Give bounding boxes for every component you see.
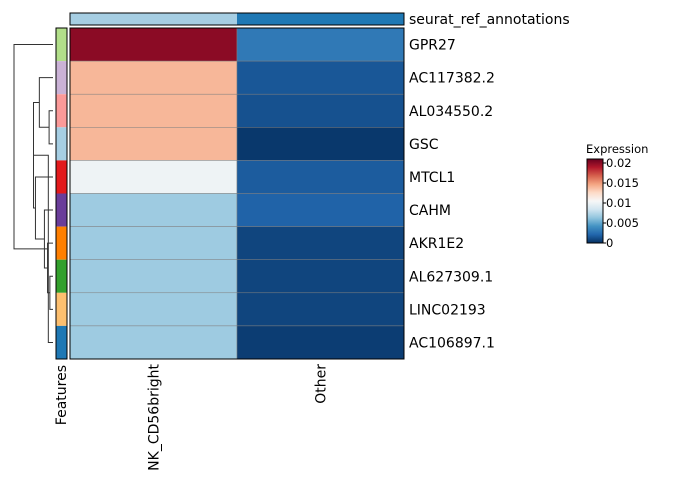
heatmap-cells — [69, 27, 405, 360]
heatmap-cell — [69, 325, 238, 360]
column-annotation-bar — [69, 12, 405, 26]
row-label: AC106897.1 — [409, 335, 495, 351]
row-labels: GPR27 AC117382.2 AL034550.2 GSC MTCL1 CAHM AKR… — [409, 38, 495, 352]
legend-tick-label: 0.005 — [606, 216, 639, 230]
row-annotation-cell — [56, 292, 67, 326]
legend-ticks: 0.02 0.015 0.01 0.005 0 — [603, 156, 639, 250]
heatmap-cell — [236, 160, 405, 194]
row-dendrogram — [13, 44, 53, 343]
dendrogram-branch — [49, 275, 53, 310]
heatmap-cell — [236, 27, 405, 62]
row-label: CAHM — [409, 203, 451, 219]
dendrogram-branch — [48, 110, 53, 145]
heatmap-cell — [236, 325, 405, 360]
heatmap-cell — [236, 259, 405, 294]
legend-tick-label: 0.01 — [606, 196, 632, 210]
heatmap-cell — [69, 60, 238, 95]
row-annotation-cell — [56, 259, 67, 293]
row-annotation-cell — [56, 61, 67, 95]
heatmap-cell — [236, 226, 405, 260]
row-annotation-cell — [56, 325, 67, 359]
column-label: NK_CD56bright — [147, 363, 163, 470]
row-annotation-bar — [55, 27, 68, 360]
column-label: Other — [314, 364, 330, 404]
heatmap-cell — [69, 226, 238, 260]
row-annotation-label: Features — [54, 365, 70, 425]
legend-tick-label: 0 — [606, 236, 613, 250]
legend-tick-label: 0.015 — [606, 176, 639, 190]
heatmap-cell — [69, 93, 238, 128]
row-annotation-cell — [56, 160, 67, 194]
column-labels: NK_CD56bright Other — [147, 363, 330, 470]
row-label: LINC02193 — [409, 302, 486, 318]
column-annotation-cell — [70, 13, 237, 25]
heatmap-cell — [236, 292, 405, 327]
dendrogram-branch — [38, 77, 53, 128]
row-label: AL627309.1 — [409, 269, 493, 285]
row-label: GSC — [409, 137, 439, 153]
heatmap-cell — [69, 160, 238, 194]
row-label: AL034550.2 — [409, 104, 493, 120]
legend-title: Expression — [586, 142, 648, 156]
row-annotation-cell — [56, 127, 67, 161]
column-annotation-cell — [237, 13, 404, 25]
heatmap-border — [69, 27, 405, 360]
row-label: AKR1E2 — [409, 236, 464, 252]
heatmap-cell — [69, 259, 238, 294]
color-legend: Expression 0.02 0.015 0.01 0.005 0 — [586, 142, 648, 250]
row-annotation-cell — [56, 226, 67, 260]
row-annotation-cell — [56, 28, 67, 62]
row-annotation-border — [55, 27, 68, 360]
row-label: AC117382.2 — [409, 71, 495, 87]
heatmap-cell — [69, 292, 238, 327]
heatmap-cell — [236, 60, 405, 95]
row-annotation-cell — [56, 94, 67, 128]
legend-tick-label: 0.02 — [606, 156, 632, 170]
heatmap-cell — [69, 27, 238, 62]
column-annotation-label: seurat_ref_annotations — [409, 12, 570, 28]
heatmap-cell — [69, 127, 238, 161]
heatmap-cell — [236, 127, 405, 161]
row-label: MTCL1 — [409, 170, 455, 186]
column-annotation-border — [69, 12, 405, 26]
legend-color-bar — [586, 158, 604, 244]
heatmap-cell — [69, 193, 238, 227]
dendrogram-branch — [13, 44, 53, 250]
row-label: GPR27 — [409, 38, 456, 54]
row-annotation-cell — [56, 193, 67, 227]
heatmap-cell — [236, 193, 405, 227]
heatmap-cell — [236, 93, 405, 128]
